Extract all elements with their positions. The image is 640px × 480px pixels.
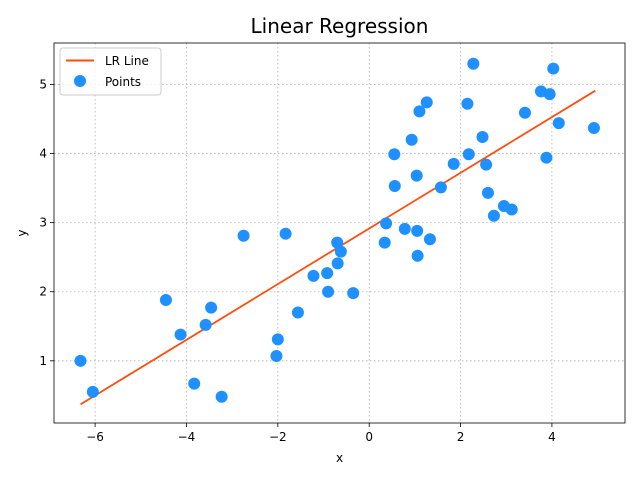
scatter-point <box>74 354 87 367</box>
scatter-point <box>411 249 424 262</box>
scatter-point <box>322 285 335 298</box>
scatter-point <box>481 186 494 199</box>
x-axis-label: x <box>336 451 343 465</box>
scatter-point <box>378 236 391 249</box>
scatter-point <box>321 267 334 280</box>
scatter-point <box>380 217 393 230</box>
scatter-point <box>420 96 433 109</box>
scatter-point <box>334 245 347 258</box>
scatter-point <box>331 257 344 270</box>
scatter-point <box>462 148 475 161</box>
scatter-point <box>215 390 228 403</box>
scatter-point <box>331 236 344 249</box>
x-tick-label: 4 <box>548 430 556 444</box>
scatter-point <box>434 181 447 194</box>
scatter-point <box>505 203 518 216</box>
legend-label-lr-line: LR Line <box>105 54 149 68</box>
scatter-point <box>159 294 172 307</box>
scatter-point <box>540 151 553 164</box>
scatter-point <box>86 385 99 398</box>
scatter-point <box>518 106 531 119</box>
scatter-points-layer <box>74 57 600 403</box>
scatter-point <box>388 180 401 193</box>
y-tick-label: 4 <box>39 147 47 161</box>
scatter-point <box>411 224 424 237</box>
legend-swatch-points <box>74 75 86 87</box>
x-axis-ticks: −6 −4 −2 0 2 4 <box>86 423 556 444</box>
y-tick-label: 2 <box>39 285 47 299</box>
scatter-point <box>413 105 426 118</box>
y-tick-label: 3 <box>39 216 47 230</box>
y-tick-label: 1 <box>39 354 47 368</box>
scatter-point <box>461 97 474 110</box>
scatter-point <box>291 306 304 319</box>
plot-area <box>54 43 625 423</box>
scatter-point <box>552 117 565 130</box>
y-tick-label: 5 <box>39 77 47 91</box>
scatter-point <box>174 328 187 341</box>
x-tick-label: −4 <box>178 430 196 444</box>
legend-label-points: Points <box>105 75 141 89</box>
scatter-point <box>487 209 500 222</box>
scatter-point <box>480 158 493 171</box>
x-tick-label: −6 <box>86 430 104 444</box>
scatter-point <box>279 227 292 240</box>
x-tick-label: 0 <box>365 430 373 444</box>
scatter-point <box>347 287 360 300</box>
scatter-point <box>543 88 556 101</box>
scatter-point <box>388 148 401 161</box>
scatter-point <box>270 349 283 362</box>
scatter-point <box>467 57 480 70</box>
scatter-point <box>447 157 460 170</box>
scatter-point <box>476 130 489 143</box>
scatter-point <box>237 229 250 242</box>
scatter-point <box>271 333 284 346</box>
x-tick-label: −2 <box>269 430 287 444</box>
legend: LR Line Points <box>59 47 162 96</box>
scatter-point <box>547 62 560 75</box>
x-tick-label: 2 <box>457 430 465 444</box>
scatter-point <box>199 318 212 331</box>
scatter-point <box>587 121 600 134</box>
scatter-point <box>188 377 201 390</box>
y-axis-ticks: 1 2 3 4 5 <box>39 77 54 368</box>
scatter-point <box>405 133 418 146</box>
scatter-point <box>398 222 411 235</box>
y-axis-label: y <box>15 229 29 236</box>
scatter-point <box>423 233 436 246</box>
axes-frame <box>53 42 626 424</box>
scatter-point <box>307 269 320 282</box>
chart-title: Linear Regression <box>251 14 429 38</box>
scatter-point <box>410 169 423 182</box>
scatter-point <box>205 301 218 314</box>
